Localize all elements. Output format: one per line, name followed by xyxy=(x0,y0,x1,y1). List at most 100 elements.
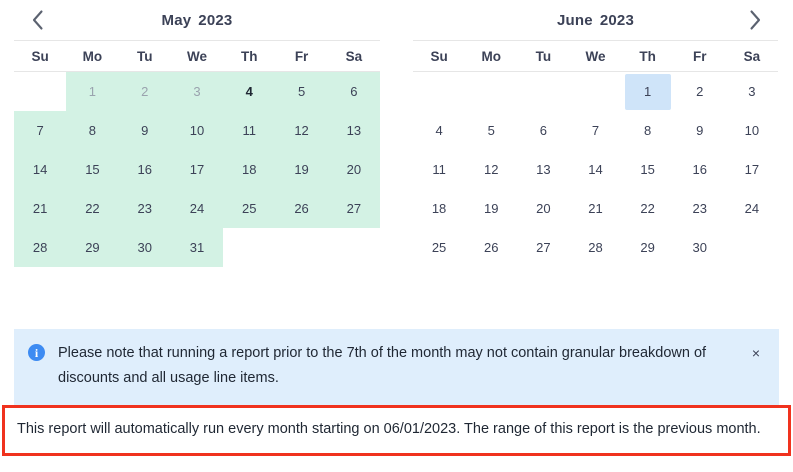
day-cell-25[interactable]: 25 xyxy=(413,228,465,267)
day-cell-3[interactable]: 3 xyxy=(170,72,224,111)
calendar-title-right: June 2023 xyxy=(557,12,634,29)
day-cell-18[interactable]: 18 xyxy=(413,189,465,228)
day-cell-15[interactable]: 15 xyxy=(622,150,674,189)
day-cell-empty xyxy=(569,72,621,111)
day-cell-23[interactable]: 23 xyxy=(118,189,171,228)
day-cell-30[interactable]: 30 xyxy=(674,228,726,267)
day-cell-21[interactable]: 21 xyxy=(14,189,67,228)
calendar-month-label-right: June xyxy=(557,11,593,29)
day-cell-2[interactable]: 2 xyxy=(118,72,171,111)
weekday-header-left: Su Mo Tu We Th Fr Sa xyxy=(14,40,380,72)
day-cell-17[interactable]: 17 xyxy=(726,150,778,189)
day-cell-29[interactable]: 29 xyxy=(622,228,674,267)
calendar-year-label-left: 2023 xyxy=(198,11,233,29)
day-number: 15 xyxy=(640,162,655,177)
day-cell-27[interactable]: 27 xyxy=(327,189,380,228)
day-cell-9[interactable]: 9 xyxy=(674,111,726,150)
day-cell-6[interactable]: 6 xyxy=(327,72,380,111)
day-cell-13[interactable]: 13 xyxy=(517,150,569,189)
day-cell-8[interactable]: 8 xyxy=(622,111,674,150)
day-number: 27 xyxy=(536,240,551,255)
day-cell-15[interactable]: 15 xyxy=(66,150,119,189)
day-cell-21[interactable]: 21 xyxy=(569,189,621,228)
day-number: 5 xyxy=(297,84,306,99)
day-cell-10[interactable]: 10 xyxy=(726,111,778,150)
day-number: 24 xyxy=(744,201,760,216)
day-cell-24[interactable]: 24 xyxy=(726,189,778,228)
day-cell-7[interactable]: 7 xyxy=(14,111,67,150)
day-cell-10[interactable]: 10 xyxy=(170,111,224,150)
day-cell-22[interactable]: 22 xyxy=(622,189,674,228)
day-cell-11[interactable]: 11 xyxy=(413,150,465,189)
day-number: 23 xyxy=(137,201,152,216)
day-cell-12[interactable]: 12 xyxy=(465,150,517,189)
day-cell-1[interactable]: 1 xyxy=(622,72,674,111)
calendar-month-left: May 2023 Su Mo Tu We Th Fr Sa 1 2 3 4 5 6 7 8 9 10… xyxy=(0,0,396,290)
calendar-month-label-left: May xyxy=(161,11,192,29)
weekday-su: Su xyxy=(430,48,448,64)
day-number: 21 xyxy=(32,201,48,216)
day-number: 6 xyxy=(539,123,547,138)
day-cell-27[interactable]: 27 xyxy=(517,228,569,267)
day-cell-17[interactable]: 17 xyxy=(170,150,224,189)
day-cell-3[interactable]: 3 xyxy=(726,72,778,111)
day-cell-31[interactable]: 31 xyxy=(170,228,224,267)
banner-close-button[interactable]: × xyxy=(747,344,765,362)
day-cell-1[interactable]: 1 xyxy=(66,72,119,111)
day-cell-12[interactable]: 12 xyxy=(275,111,328,150)
weekday-we: We xyxy=(585,48,606,64)
day-number: 21 xyxy=(588,201,603,216)
day-cell-26[interactable]: 26 xyxy=(465,228,517,267)
day-cell-14[interactable]: 14 xyxy=(14,150,67,189)
day-number: 4 xyxy=(245,84,253,99)
day-cell-6[interactable]: 6 xyxy=(517,111,569,150)
day-cell-20[interactable]: 20 xyxy=(517,189,569,228)
prev-month-button[interactable] xyxy=(24,7,50,33)
day-cell-5[interactable]: 5 xyxy=(275,72,328,111)
weekday-fr: Fr xyxy=(294,48,309,64)
day-cell-4[interactable]: 4 xyxy=(413,111,465,150)
day-cell-28[interactable]: 28 xyxy=(569,228,621,267)
day-cell-5[interactable]: 5 xyxy=(465,111,517,150)
day-cell-4[interactable]: 4 xyxy=(223,72,276,111)
day-cell-16[interactable]: 16 xyxy=(674,150,726,189)
day-number: 30 xyxy=(137,240,152,255)
calendar-year-label-right: 2023 xyxy=(599,11,634,29)
day-cell-24[interactable]: 24 xyxy=(170,189,224,228)
day-number: 23 xyxy=(692,201,707,216)
day-cell-16[interactable]: 16 xyxy=(118,150,171,189)
day-cell-25[interactable]: 25 xyxy=(223,189,276,228)
day-number: 12 xyxy=(483,162,499,177)
day-cell-13[interactable]: 13 xyxy=(327,111,380,150)
day-cell-9[interactable]: 9 xyxy=(118,111,171,150)
calendar-header-right: June 2023 xyxy=(413,0,778,40)
day-cell-22[interactable]: 22 xyxy=(66,189,119,228)
day-cell-7[interactable]: 7 xyxy=(569,111,621,150)
day-number: 22 xyxy=(85,201,100,216)
weekday-tu: Tu xyxy=(136,48,153,64)
day-cell-26[interactable]: 26 xyxy=(275,189,328,228)
day-cell-2[interactable]: 2 xyxy=(674,72,726,111)
day-cell-19[interactable]: 19 xyxy=(275,150,328,189)
day-cell-11[interactable]: 11 xyxy=(223,111,276,150)
day-cell-29[interactable]: 29 xyxy=(66,228,119,267)
day-cell-18[interactable]: 18 xyxy=(223,150,276,189)
day-selection-highlight xyxy=(624,73,671,110)
day-cell-14[interactable]: 14 xyxy=(569,150,621,189)
day-cell-19[interactable]: 19 xyxy=(465,189,517,228)
day-cell-20[interactable]: 20 xyxy=(327,150,380,189)
day-number: 7 xyxy=(591,123,600,138)
day-number: 10 xyxy=(189,123,205,138)
day-number: 18 xyxy=(431,201,447,216)
day-number: 28 xyxy=(588,240,603,255)
day-cell-23[interactable]: 23 xyxy=(674,189,726,228)
day-cell-8[interactable]: 8 xyxy=(66,111,119,150)
day-cell-30[interactable]: 30 xyxy=(118,228,171,267)
info-banner: i Please note that running a report prio… xyxy=(14,329,779,405)
day-cell-28[interactable]: 28 xyxy=(14,228,67,267)
next-month-button[interactable] xyxy=(742,7,768,33)
schedule-notice-message: This report will automatically run every… xyxy=(17,421,761,437)
weekday-sa: Sa xyxy=(345,48,363,64)
